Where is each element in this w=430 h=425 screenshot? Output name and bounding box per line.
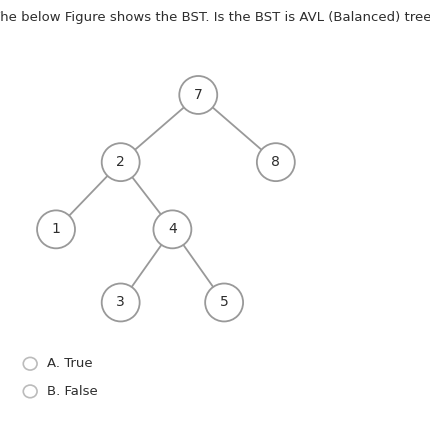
Text: A. True: A. True [46, 357, 92, 370]
Ellipse shape [37, 210, 75, 248]
Ellipse shape [101, 143, 139, 181]
Text: 2: 2 [116, 155, 125, 169]
Circle shape [23, 385, 37, 398]
Ellipse shape [153, 210, 191, 248]
Text: 5: 5 [219, 295, 228, 309]
Text: The below Figure shows the BST. Is the BST is AVL (Balanced) tree?: The below Figure shows the BST. Is the B… [0, 11, 430, 24]
Ellipse shape [256, 143, 294, 181]
Text: B. False: B. False [46, 385, 97, 398]
Ellipse shape [179, 76, 217, 114]
Text: 1: 1 [52, 222, 60, 236]
Ellipse shape [205, 283, 243, 321]
Text: 4: 4 [168, 222, 176, 236]
Text: 3: 3 [116, 295, 125, 309]
Text: 7: 7 [194, 88, 202, 102]
Text: 8: 8 [271, 155, 280, 169]
Circle shape [23, 357, 37, 370]
Ellipse shape [101, 283, 139, 321]
